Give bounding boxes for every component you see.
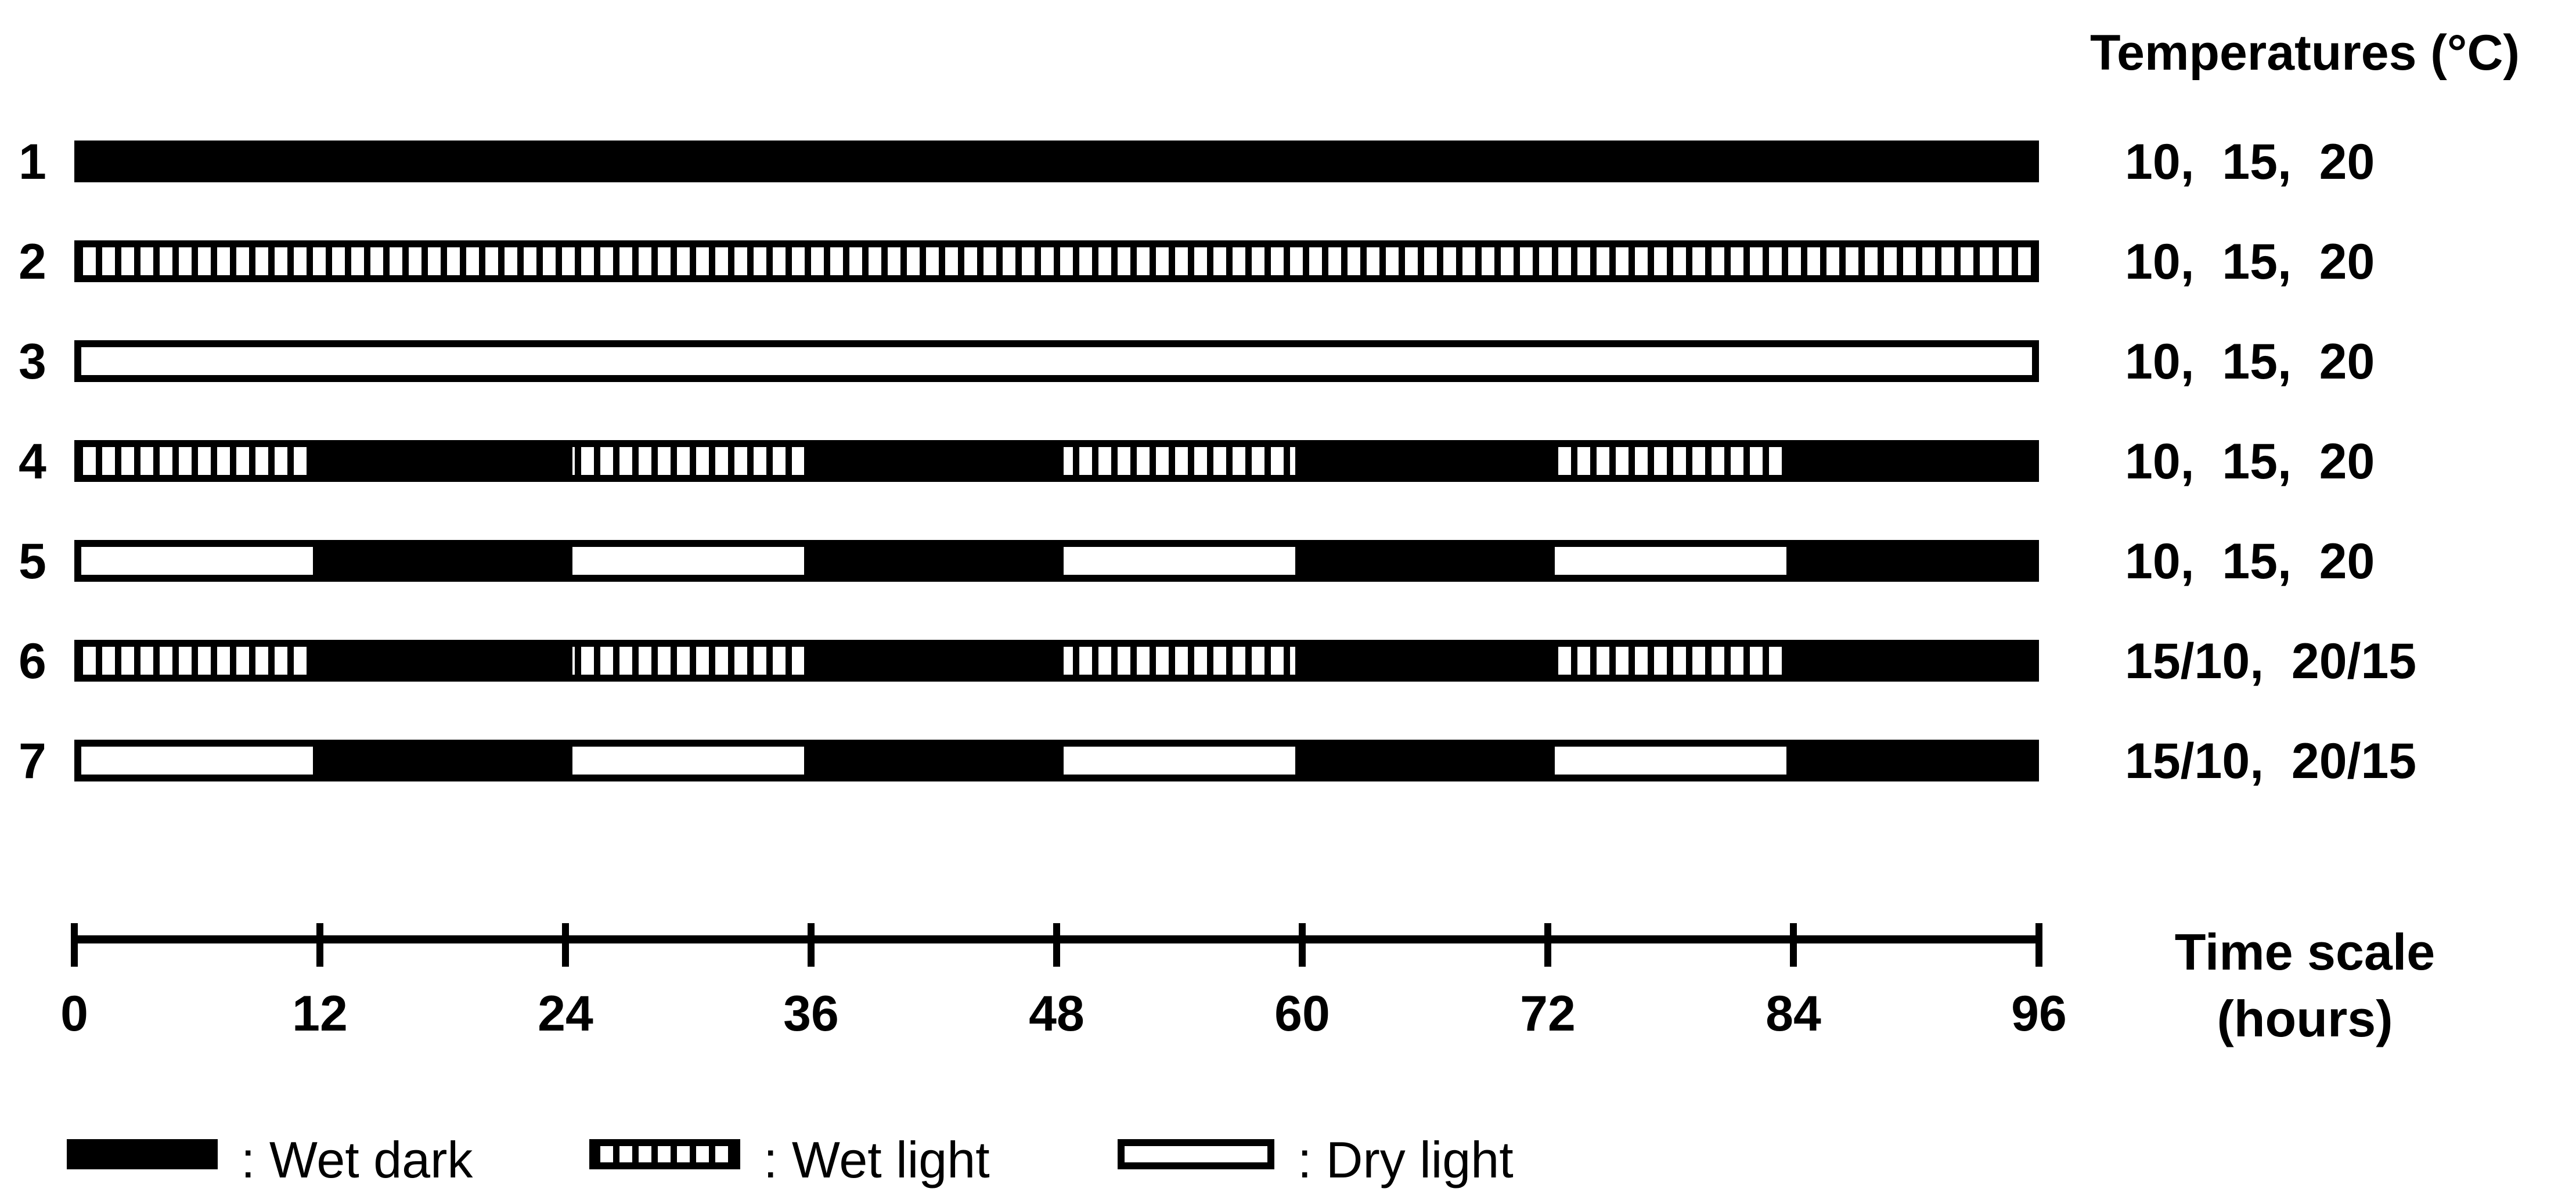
time-axis-ticks: 0 12 24 36 48 60 72 84 96 [60,923,2067,1042]
time-axis-tick-label: 84 [1766,986,1821,1042]
treatment-row-5: 5 10, 15, 20 [19,534,2375,589]
treatment-row-6: 6 15/10, 20/15 [19,633,2416,689]
segment-wet-light [565,640,811,682]
treatment-row-2: 2 10, 15, 20 [19,234,2375,290]
segment-dry-light [565,540,811,582]
segment-wet-dark [74,141,2039,182]
row-temperatures: 15/10, 20/15 [2125,733,2416,789]
time-axis-label-line2: (hours) [2217,990,2393,1047]
segment-wet-dark [1302,540,1548,582]
time-axis: 0 12 24 36 48 60 72 84 96 Time scale (hours) [60,923,2435,1047]
legend-label: : Wet dark [241,1131,473,1188]
segment-wet-dark [1793,740,2039,781]
row-temperatures: 10, 15, 20 [2125,134,2375,190]
segment-wet-light [74,640,320,682]
segment-dry-light [1057,740,1302,781]
time-axis-label-line1: Time scale [2175,923,2435,981]
legend-label: : Wet light [763,1131,990,1188]
segment-wet-dark [811,740,1057,781]
row-temperatures: 15/10, 20/15 [2125,633,2416,689]
segment-dry-light [74,540,320,582]
time-axis-tick-label: 72 [1520,986,1576,1042]
segment-wet-light [74,440,320,482]
segment-wet-dark [320,440,565,482]
segment-wet-dark [1302,740,1548,781]
segment-dry-light [74,340,2039,382]
legend-swatch-wet-light [589,1139,740,1169]
row-number-label: 5 [19,534,46,589]
row-number-label: 4 [19,434,46,489]
time-axis-tick-label: 12 [292,986,348,1042]
segment-wet-dark [1793,440,2039,482]
row-number-label: 2 [19,234,46,290]
row-number-label: 7 [19,733,46,789]
segment-wet-light [565,440,811,482]
segment-wet-dark [1793,640,2039,682]
time-axis-tick-label: 36 [783,986,839,1042]
segment-dry-light [1548,540,1793,582]
legend-item-wet-light: : Wet light [589,1131,990,1188]
segment-dry-light [565,740,811,781]
segment-wet-dark [811,440,1057,482]
treatment-row-7: 7 15/10, 20/15 [19,733,2416,789]
legend-item-wet-dark: : Wet dark [67,1131,473,1188]
segment-wet-light [1548,640,1793,682]
segment-wet-light [1057,440,1302,482]
legend: : Wet dark : Wet light : Dry light [67,1131,1514,1188]
legend-swatch-wet-dark [67,1139,218,1169]
row-number-label: 1 [19,134,46,190]
segment-wet-dark [1302,640,1548,682]
time-axis-tick-label: 96 [2011,986,2067,1042]
time-axis-tick-label: 24 [538,986,593,1042]
legend-item-dry-light: : Dry light [1118,1131,1514,1188]
legend-label: : Dry light [1298,1131,1514,1188]
segment-wet-dark [320,740,565,781]
time-axis-tick-label: 60 [1274,986,1330,1042]
treatment-row-3: 3 10, 15, 20 [19,334,2375,390]
row-temperatures: 10, 15, 20 [2125,434,2375,489]
segment-dry-light [1548,740,1793,781]
treatment-row-1: 1 10, 15, 20 [19,134,2375,190]
row-temperatures: 10, 15, 20 [2125,534,2375,589]
segment-dry-light [1057,540,1302,582]
row-temperatures: 10, 15, 20 [2125,234,2375,290]
temperatures-header: Temperatures (°C) [2090,25,2520,81]
segment-wet-dark [320,540,565,582]
segment-wet-dark [1302,440,1548,482]
segment-wet-light [1548,440,1793,482]
segment-wet-dark [320,640,565,682]
row-temperatures: 10, 15, 20 [2125,334,2375,390]
row-number-label: 6 [19,633,46,689]
segment-wet-light [1057,640,1302,682]
segment-wet-dark [1793,540,2039,582]
row-number-label: 3 [19,334,46,390]
treatment-row-4: 4 10, 15, 20 [19,434,2375,489]
segment-wet-dark [811,540,1057,582]
segment-wet-dark [811,640,1057,682]
time-axis-tick-label: 0 [60,986,88,1042]
segment-dry-light [74,740,320,781]
treatment-rows: 1 10, 15, 20 2 10, 15, 20 3 10, 15, 20 4 10, 15… [19,134,2416,789]
segment-wet-light [74,240,2039,282]
time-axis-tick-label: 48 [1029,986,1085,1042]
legend-swatch-dry-light [1118,1139,1274,1169]
